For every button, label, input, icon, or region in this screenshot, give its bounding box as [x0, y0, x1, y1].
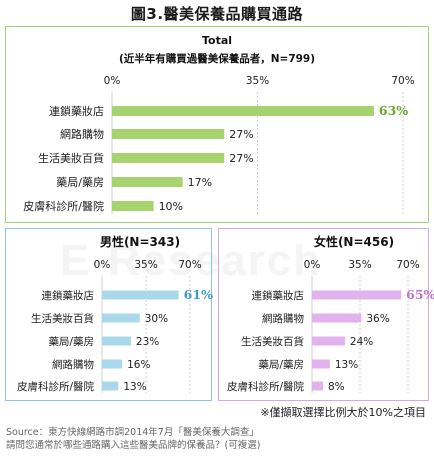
male-tick-label: 35% [134, 259, 157, 271]
male-chart-panel [5, 228, 212, 401]
female-bar [312, 336, 345, 346]
female-category-label: 連鎖藥妝店 [252, 289, 305, 302]
female-category-label: 生活美妝百貨 [241, 335, 304, 348]
male-tick-label: 0% [94, 259, 111, 271]
total-value-label: 27% [229, 152, 253, 165]
total-tick-label: 70% [391, 75, 414, 87]
source-note: Source：東方快線網路市調2014年7月「醫美保養大調查」 請問您通常於哪些… [6, 426, 260, 452]
male-bar [102, 290, 179, 300]
total-category-label: 連鎖藥妝店 [49, 104, 104, 118]
male-value-label: 61% [184, 287, 213, 302]
total-value-label: 27% [229, 128, 253, 141]
total-bar [112, 106, 374, 116]
total-category-label: 皮膚科診所/醫院 [23, 199, 104, 213]
female-value-label: 65% [406, 287, 434, 302]
female-chart-title: 女性(N=456) [314, 234, 394, 249]
female-category-label: 網路購物 [262, 312, 304, 325]
female-bar [312, 359, 330, 369]
total-bar [112, 201, 154, 211]
total-tick-label: 35% [246, 75, 269, 87]
male-value-label: 23% [136, 336, 159, 348]
total-bar [112, 177, 183, 187]
total-chart-title: Total [202, 34, 232, 47]
male-category-label: 生活美妝百貨 [31, 312, 94, 325]
total-value-label: 17% [188, 176, 212, 189]
female-tick-label: 35% [348, 259, 371, 271]
source-line-2: 請問您通常於哪些通路購入這些醫美品牌的保養品？(可複選) [6, 440, 261, 451]
female-bar [312, 313, 362, 323]
female-value-label: 13% [335, 359, 358, 371]
female-tick-label: 70% [396, 259, 419, 271]
male-tick-label: 70% [178, 259, 201, 271]
male-value-label: 16% [127, 359, 150, 371]
total-chart-panel [5, 26, 429, 223]
total-value-label: 63% [379, 103, 408, 118]
total-value-label: 10% [159, 200, 183, 213]
male-bar [102, 381, 119, 391]
male-bar [102, 336, 131, 346]
male-category-label: 網路購物 [52, 358, 94, 371]
total-chart-subtitle: (近半年有購買過醫美保養品者，N=799) [119, 52, 315, 65]
total-category-label: 生活美妝百貨 [38, 151, 104, 165]
female-tick-label: 0% [304, 259, 321, 271]
total-bar [112, 153, 225, 163]
female-value-label: 8% [328, 381, 345, 393]
female-value-label: 36% [366, 313, 389, 325]
total-category-label: 藥局/藥房 [56, 176, 104, 189]
male-category-label: 藥局/藥房 [48, 335, 94, 348]
total-category-label: 網路購物 [60, 127, 104, 141]
female-bar [312, 381, 323, 391]
male-value-label: 13% [123, 381, 146, 393]
male-bar [102, 359, 123, 369]
footnote: ※僅擷取選擇比例大於10%之項目 [260, 406, 426, 419]
female-value-label: 24% [350, 336, 373, 348]
total-tick-label: 0% [104, 75, 121, 87]
male-value-label: 30% [145, 313, 168, 325]
total-bar [112, 129, 225, 139]
female-category-label: 皮膚科診所/醫院 [227, 380, 305, 393]
figure-title: 圖3.醫美保養品購買通路 [130, 5, 304, 23]
female-category-label: 藥局/藥房 [258, 358, 304, 371]
male-chart-title: 男性(N=343) [100, 234, 180, 249]
male-bar [102, 313, 140, 323]
female-bar [312, 290, 402, 300]
male-category-label: 連鎖藥妝店 [42, 289, 95, 302]
male-category-label: 皮膚科診所/醫院 [17, 380, 95, 393]
source-line-1: Source：東方快線網路市調2014年7月「醫美保養大調查」 [6, 427, 259, 438]
